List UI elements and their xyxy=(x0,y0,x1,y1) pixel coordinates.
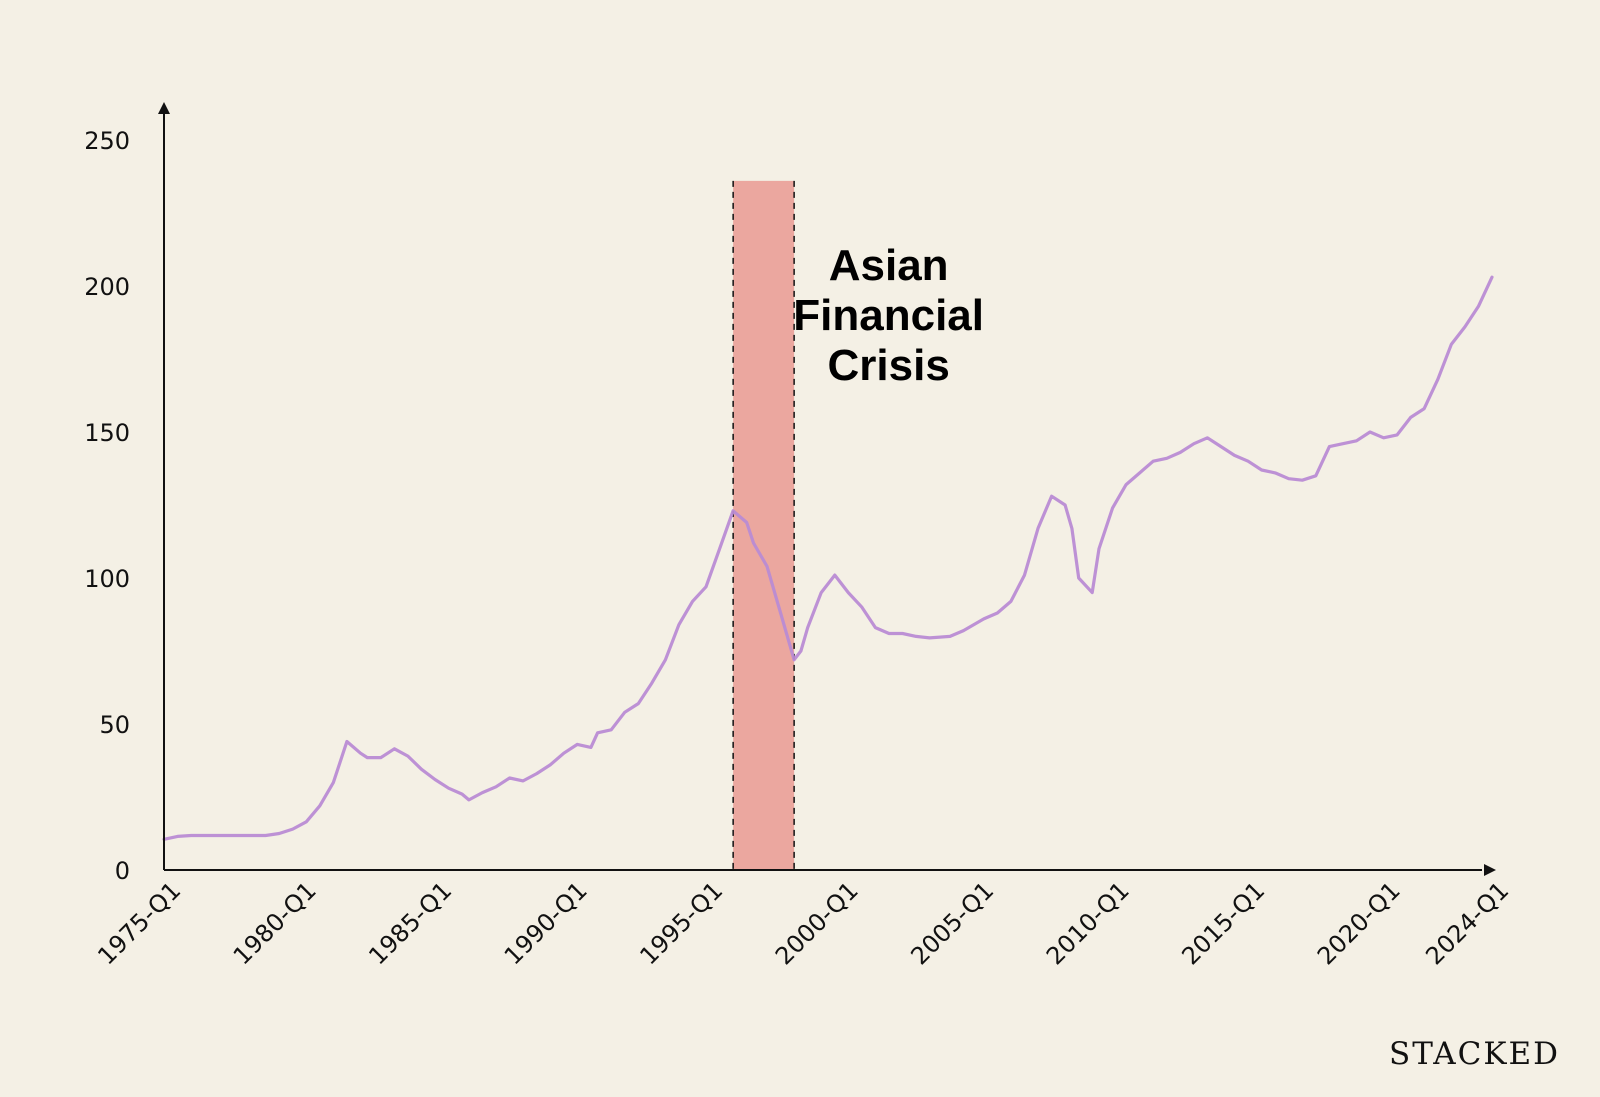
y-tick-label: 50 xyxy=(99,711,130,739)
x-tick-label: 1980-Q1 xyxy=(228,876,322,970)
y-tick-label: 250 xyxy=(84,127,130,155)
crisis-annotation-line: Asian xyxy=(829,241,949,290)
crisis-shaded-region xyxy=(733,180,795,870)
x-tick-label: 2015-Q1 xyxy=(1176,876,1270,970)
y-axis-arrow xyxy=(158,102,170,114)
brand-logo: STACKED xyxy=(1389,1036,1560,1072)
x-tick-label: 2020-Q1 xyxy=(1312,876,1406,970)
x-tick-label: 2024-Q1 xyxy=(1420,876,1514,970)
y-tick-label: 150 xyxy=(84,419,130,447)
crisis-annotation-line: Financial xyxy=(793,291,984,340)
x-tick-label: 2000-Q1 xyxy=(770,876,864,970)
x-tick-label: 1995-Q1 xyxy=(634,876,728,970)
price-index-series-line-0 xyxy=(162,275,1494,841)
x-tick-label: 2010-Q1 xyxy=(1041,876,1135,970)
y-tick-label: 100 xyxy=(84,565,130,593)
x-tick-label: 1985-Q1 xyxy=(363,876,457,970)
x-tick-label: 1975-Q1 xyxy=(92,876,186,970)
y-tick-label: 200 xyxy=(84,273,130,301)
x-tick-label: 1990-Q1 xyxy=(499,876,593,970)
crisis-annotation-line: Crisis xyxy=(828,341,950,390)
x-tick-label: 2005-Q1 xyxy=(905,876,999,970)
x-axis-arrow xyxy=(1484,864,1496,876)
y-tick-label: 0 xyxy=(115,857,130,885)
